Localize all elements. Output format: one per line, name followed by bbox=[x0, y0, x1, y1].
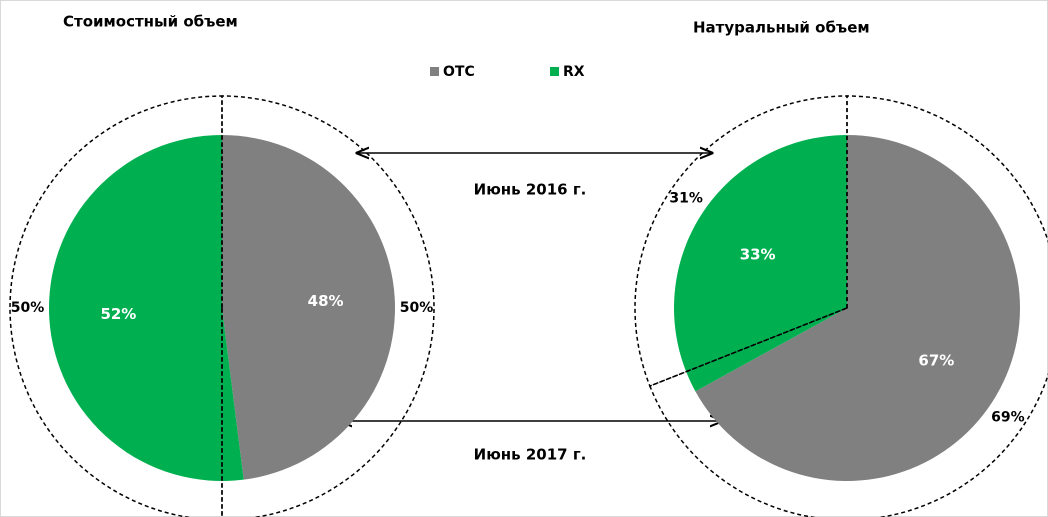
legend-swatch bbox=[430, 67, 439, 76]
legend-swatch bbox=[550, 67, 559, 76]
pie-slice bbox=[673, 135, 847, 392]
chart-title: Стоимостный объем bbox=[63, 13, 238, 31]
series-label: Июнь 2017 г. bbox=[474, 446, 587, 464]
value-label: 52% bbox=[100, 305, 136, 323]
pie-slice bbox=[48, 135, 244, 481]
value-label: 31% bbox=[669, 191, 703, 207]
value-label: 50% bbox=[400, 300, 434, 316]
chart-title: Натуральный объем bbox=[693, 19, 870, 37]
value-label: 67% bbox=[918, 351, 954, 369]
value-label: 48% bbox=[308, 292, 344, 310]
value-label: 33% bbox=[740, 246, 776, 264]
value-label: 50% bbox=[11, 300, 45, 316]
series-label: Июнь 2016 г. bbox=[474, 181, 587, 199]
legend-label: OTC bbox=[443, 64, 475, 80]
legend-label: RX bbox=[563, 64, 585, 80]
pie-slice bbox=[695, 135, 1020, 482]
value-label: 69% bbox=[991, 409, 1025, 425]
pie-slice bbox=[222, 135, 395, 480]
